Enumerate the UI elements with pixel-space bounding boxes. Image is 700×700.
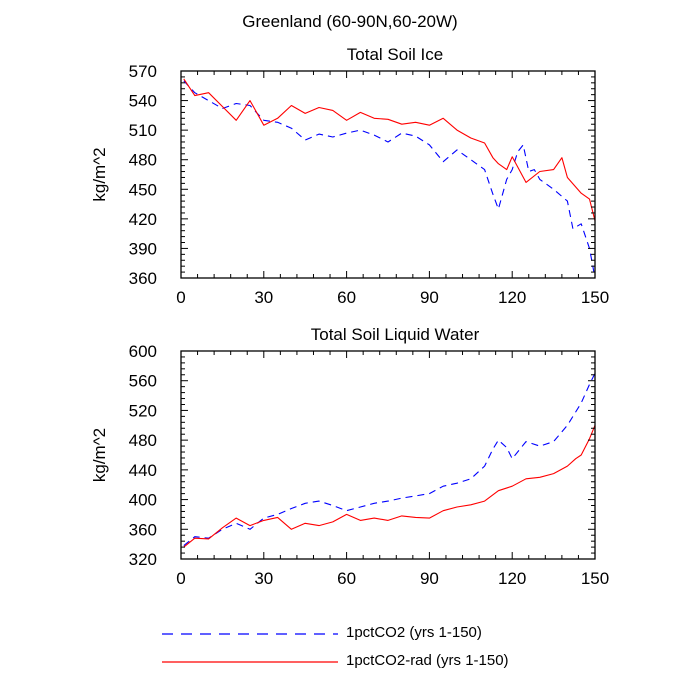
panel-title: Total Soil Ice [347, 45, 443, 64]
x-tick-label: 0 [176, 288, 185, 307]
x-tick-label: 30 [254, 288, 273, 307]
panel-total-soil-ice: Total Soil Ice kg/m^2 0 30 60 90 120 150 360 390 4… [90, 45, 609, 307]
legend-label-1pctco2: 1pctCO2 (yrs 1-150) [346, 624, 482, 641]
y-tick-label: 320 [129, 550, 157, 569]
y-tick-label: 540 [129, 92, 157, 111]
series-line-1pctco2-rad-yrs-1-150 [183, 78, 595, 221]
y-tick-label: 420 [129, 210, 157, 229]
y-tick-label: 560 [129, 372, 157, 391]
y-tick-label: 600 [129, 342, 157, 361]
legend-label-1pctco2-rad: 1pctCO2-rad (yrs 1-150) [346, 652, 509, 669]
series-line-1pctco2-rad-yrs-1-150 [183, 425, 595, 548]
figure-title: Greenland (60-90N,60-20W) [242, 12, 458, 31]
y-tick-label: 360 [129, 520, 157, 539]
y-tick-label: 510 [129, 121, 157, 140]
x-tick-label: 60 [337, 288, 356, 307]
x-tick-label: 120 [498, 288, 526, 307]
y-tick-label: 360 [129, 269, 157, 288]
plot-frame [180, 70, 596, 279]
y-tick-label: 570 [129, 62, 157, 81]
x-tick-label: 150 [581, 569, 609, 588]
y-axis-label: kg/m^2 [90, 428, 109, 482]
legend: 1pctCO2 (yrs 1-150) 1pctCO2-rad (yrs 1-1… [160, 620, 580, 680]
x-tick-label: 150 [581, 288, 609, 307]
x-tick-label: 90 [420, 569, 439, 588]
x-tick-label: 60 [337, 569, 356, 588]
plot-frame [180, 350, 596, 560]
y-tick-label: 390 [129, 239, 157, 258]
y-tick-label: 400 [129, 491, 157, 510]
series-line-1pctco2-yrs-1-150 [183, 373, 595, 547]
y-tick-label: 480 [129, 151, 157, 170]
x-tick-label: 30 [254, 569, 273, 588]
y-tick-label: 450 [129, 180, 157, 199]
y-tick-label: 440 [129, 461, 157, 480]
panel-total-soil-liquid-water: Total Soil Liquid Water kg/m^2 0 30 60 90 120 1… [90, 325, 609, 588]
x-tick-label: 120 [498, 569, 526, 588]
panel-title: Total Soil Liquid Water [311, 325, 480, 344]
y-axis-label: kg/m^2 [90, 147, 109, 201]
y-tick-label: 520 [129, 401, 157, 420]
x-tick-label: 90 [420, 288, 439, 307]
x-tick-label: 0 [176, 569, 185, 588]
series-line-1pctco2-yrs-1-150 [183, 80, 595, 278]
y-tick-label: 480 [129, 431, 157, 450]
